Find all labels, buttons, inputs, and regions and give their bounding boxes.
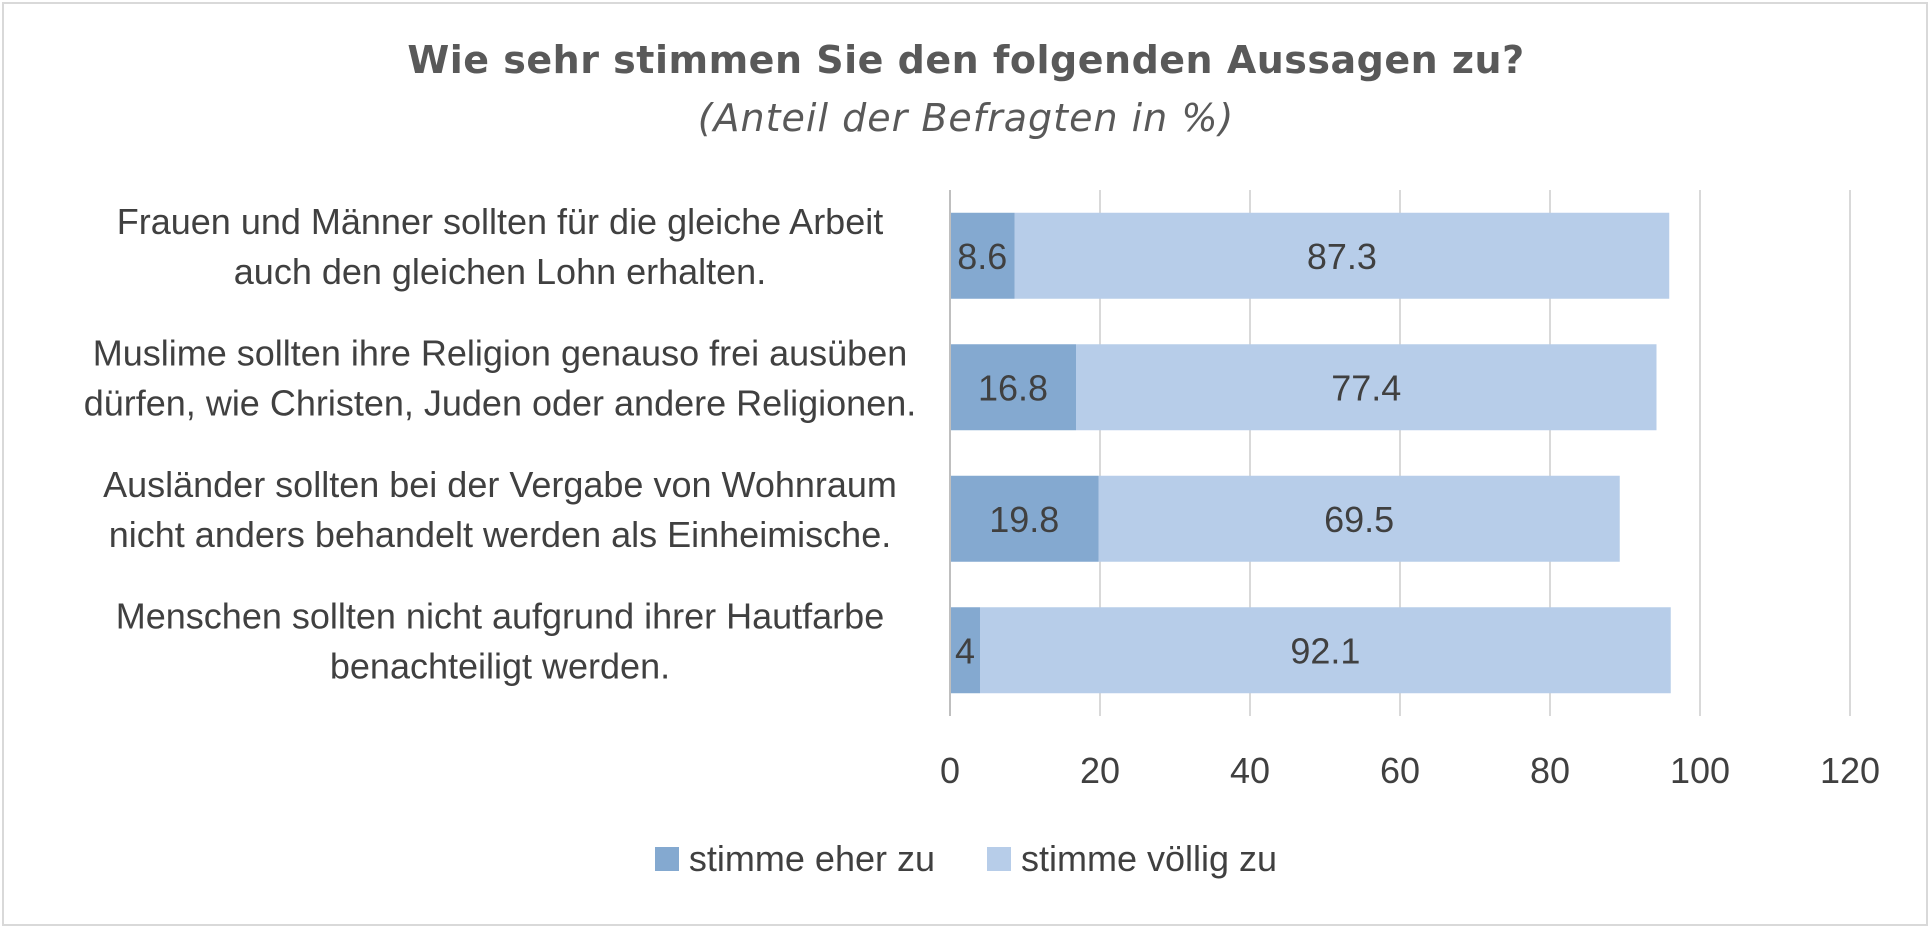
category-label: auch den gleichen Lohn erhalten.	[234, 251, 766, 292]
data-label: 8.6	[957, 236, 1007, 277]
data-label: 16.8	[978, 367, 1048, 408]
category-label: benachteiligt werden.	[330, 645, 670, 686]
category-label: Muslime sollten ihre Religion genauso fr…	[93, 332, 907, 373]
legend-item-voellig: stimme völlig zu	[987, 838, 1277, 880]
category-label: nicht anders behandelt werden als Einhei…	[109, 514, 891, 555]
bar-voellig	[1098, 475, 1620, 562]
chart-subtitle: (Anteil der Befragten in %)	[697, 96, 1235, 140]
bar-eher	[950, 607, 980, 694]
legend-swatch-eher	[654, 847, 679, 871]
bar-eher	[950, 212, 1015, 299]
category-label: Frauen und Männer sollten für die gleich…	[117, 201, 883, 242]
legend-label-voellig: stimme völlig zu	[1021, 838, 1278, 879]
bar-voellig	[1014, 212, 1670, 299]
x-tick-label: 120	[1820, 750, 1880, 791]
category-label: Ausländer sollten bei der Vergabe von Wo…	[103, 464, 897, 505]
bar-eher	[950, 475, 1099, 562]
data-label: 87.3	[1307, 236, 1377, 277]
legend-label-eher: stimme eher zu	[688, 838, 935, 879]
data-label: 19.8	[989, 499, 1059, 540]
legend: stimme eher zu stimme völlig zu	[0, 838, 1932, 880]
data-label: 4	[955, 630, 975, 671]
data-label: 69.5	[1324, 499, 1394, 540]
category-label: Menschen sollten nicht aufgrund ihrer Ha…	[116, 595, 884, 636]
x-tick-label: 40	[1230, 750, 1270, 791]
legend-item-eher: stimme eher zu	[654, 838, 935, 880]
bar-voellig	[1076, 344, 1657, 431]
bar-eher	[950, 344, 1076, 431]
x-tick-label: 0	[940, 750, 960, 791]
chart-title: Wie sehr stimmen Sie den folgenden Aussa…	[407, 38, 1525, 82]
data-label: 92.1	[1290, 630, 1360, 671]
x-tick-label: 80	[1530, 750, 1570, 791]
x-tick-label: 20	[1080, 750, 1120, 791]
data-label: 77.4	[1331, 367, 1401, 408]
category-label: dürfen, wie Christen, Juden oder andere …	[84, 382, 917, 423]
x-tick-label: 100	[1670, 750, 1730, 791]
x-tick-label: 60	[1380, 750, 1420, 791]
bar-voellig	[980, 607, 1671, 694]
legend-swatch-voellig	[987, 847, 1011, 871]
